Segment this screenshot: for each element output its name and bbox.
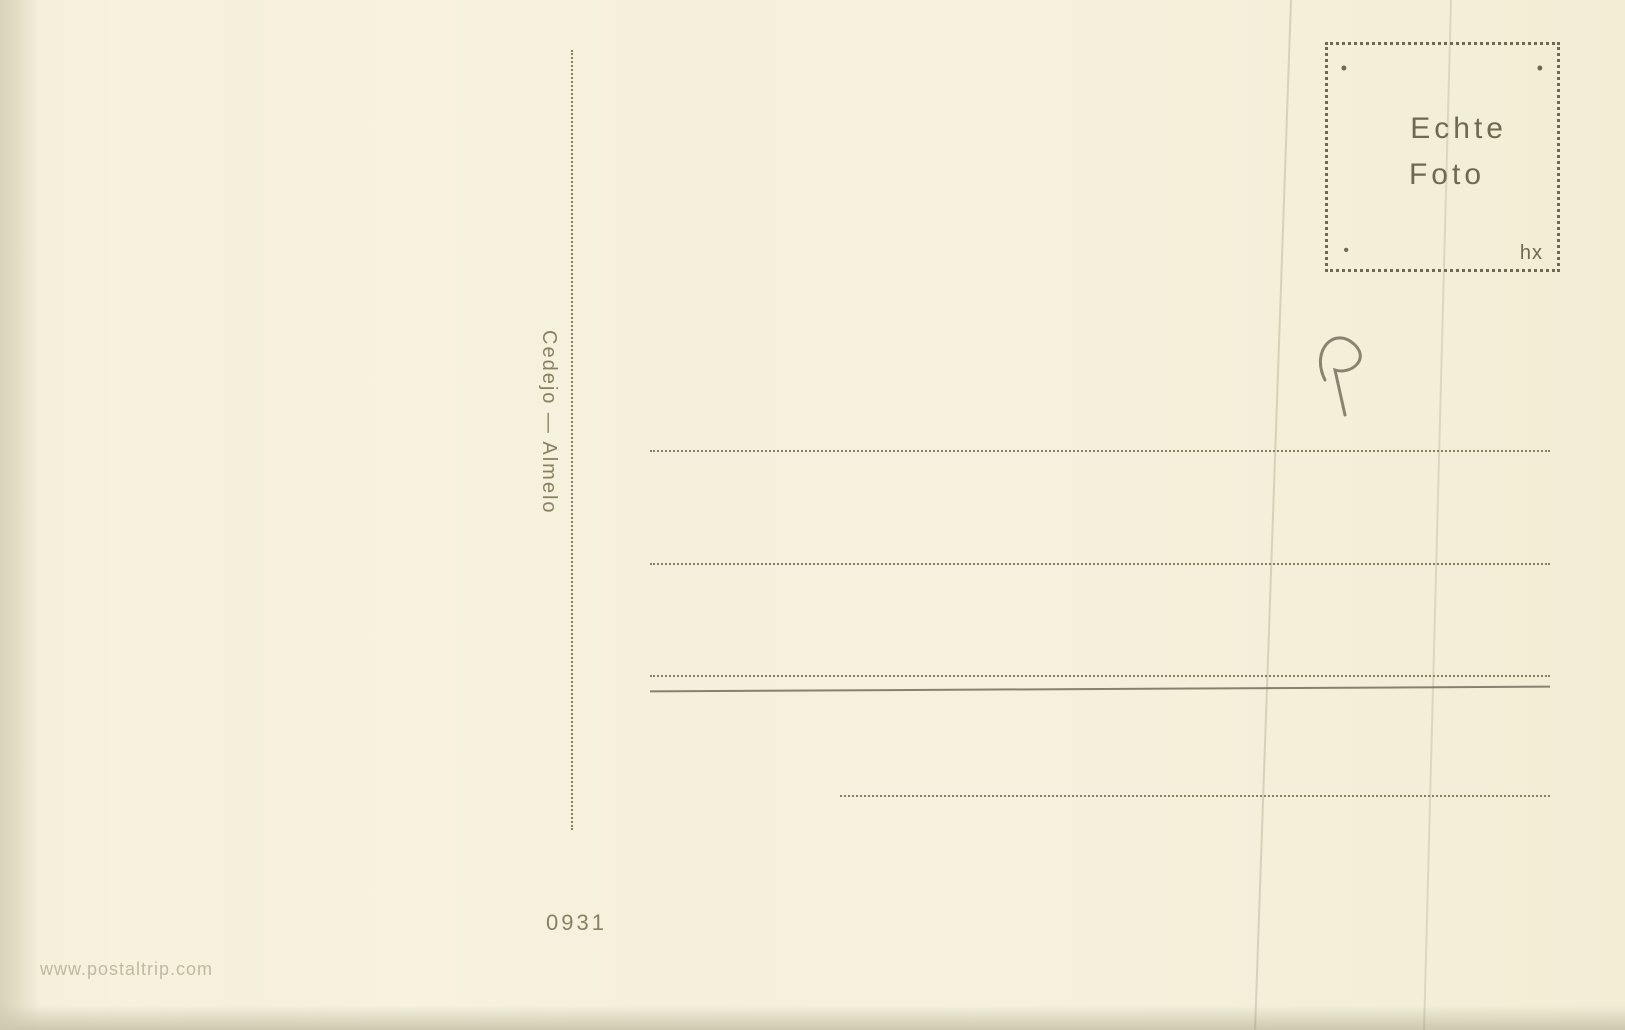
- postcard-back: Cedejo — Almelo 0931 Echte Foto • • • hx…: [0, 0, 1625, 1030]
- stamp-corner-dot: •: [1343, 242, 1349, 260]
- watermark-text: www.postaltrip.com: [40, 959, 213, 980]
- paper-edge-bottom: [0, 1005, 1625, 1030]
- pencil-annotation: [1305, 320, 1385, 435]
- pencil-underline: [650, 686, 1550, 693]
- address-line: [650, 450, 1550, 452]
- stamp-corner-dot: •: [1341, 58, 1347, 79]
- publisher-text: Cedejo — Almelo: [537, 330, 560, 515]
- address-line: [650, 675, 1550, 677]
- paper-streak: [1254, 0, 1292, 1029]
- pencil-loop-icon: [1320, 338, 1360, 415]
- stamp-corner-dot: •: [1537, 58, 1543, 79]
- address-line: [840, 795, 1550, 797]
- stamp-text-line1: Echte: [1410, 112, 1507, 146]
- stamp-box: [1325, 42, 1560, 272]
- stamp-corner-code: hx: [1520, 242, 1543, 265]
- serial-number: 0931: [546, 910, 607, 936]
- paper-edge-left: [0, 0, 40, 1030]
- center-divider: [571, 50, 573, 830]
- address-line: [650, 563, 1550, 565]
